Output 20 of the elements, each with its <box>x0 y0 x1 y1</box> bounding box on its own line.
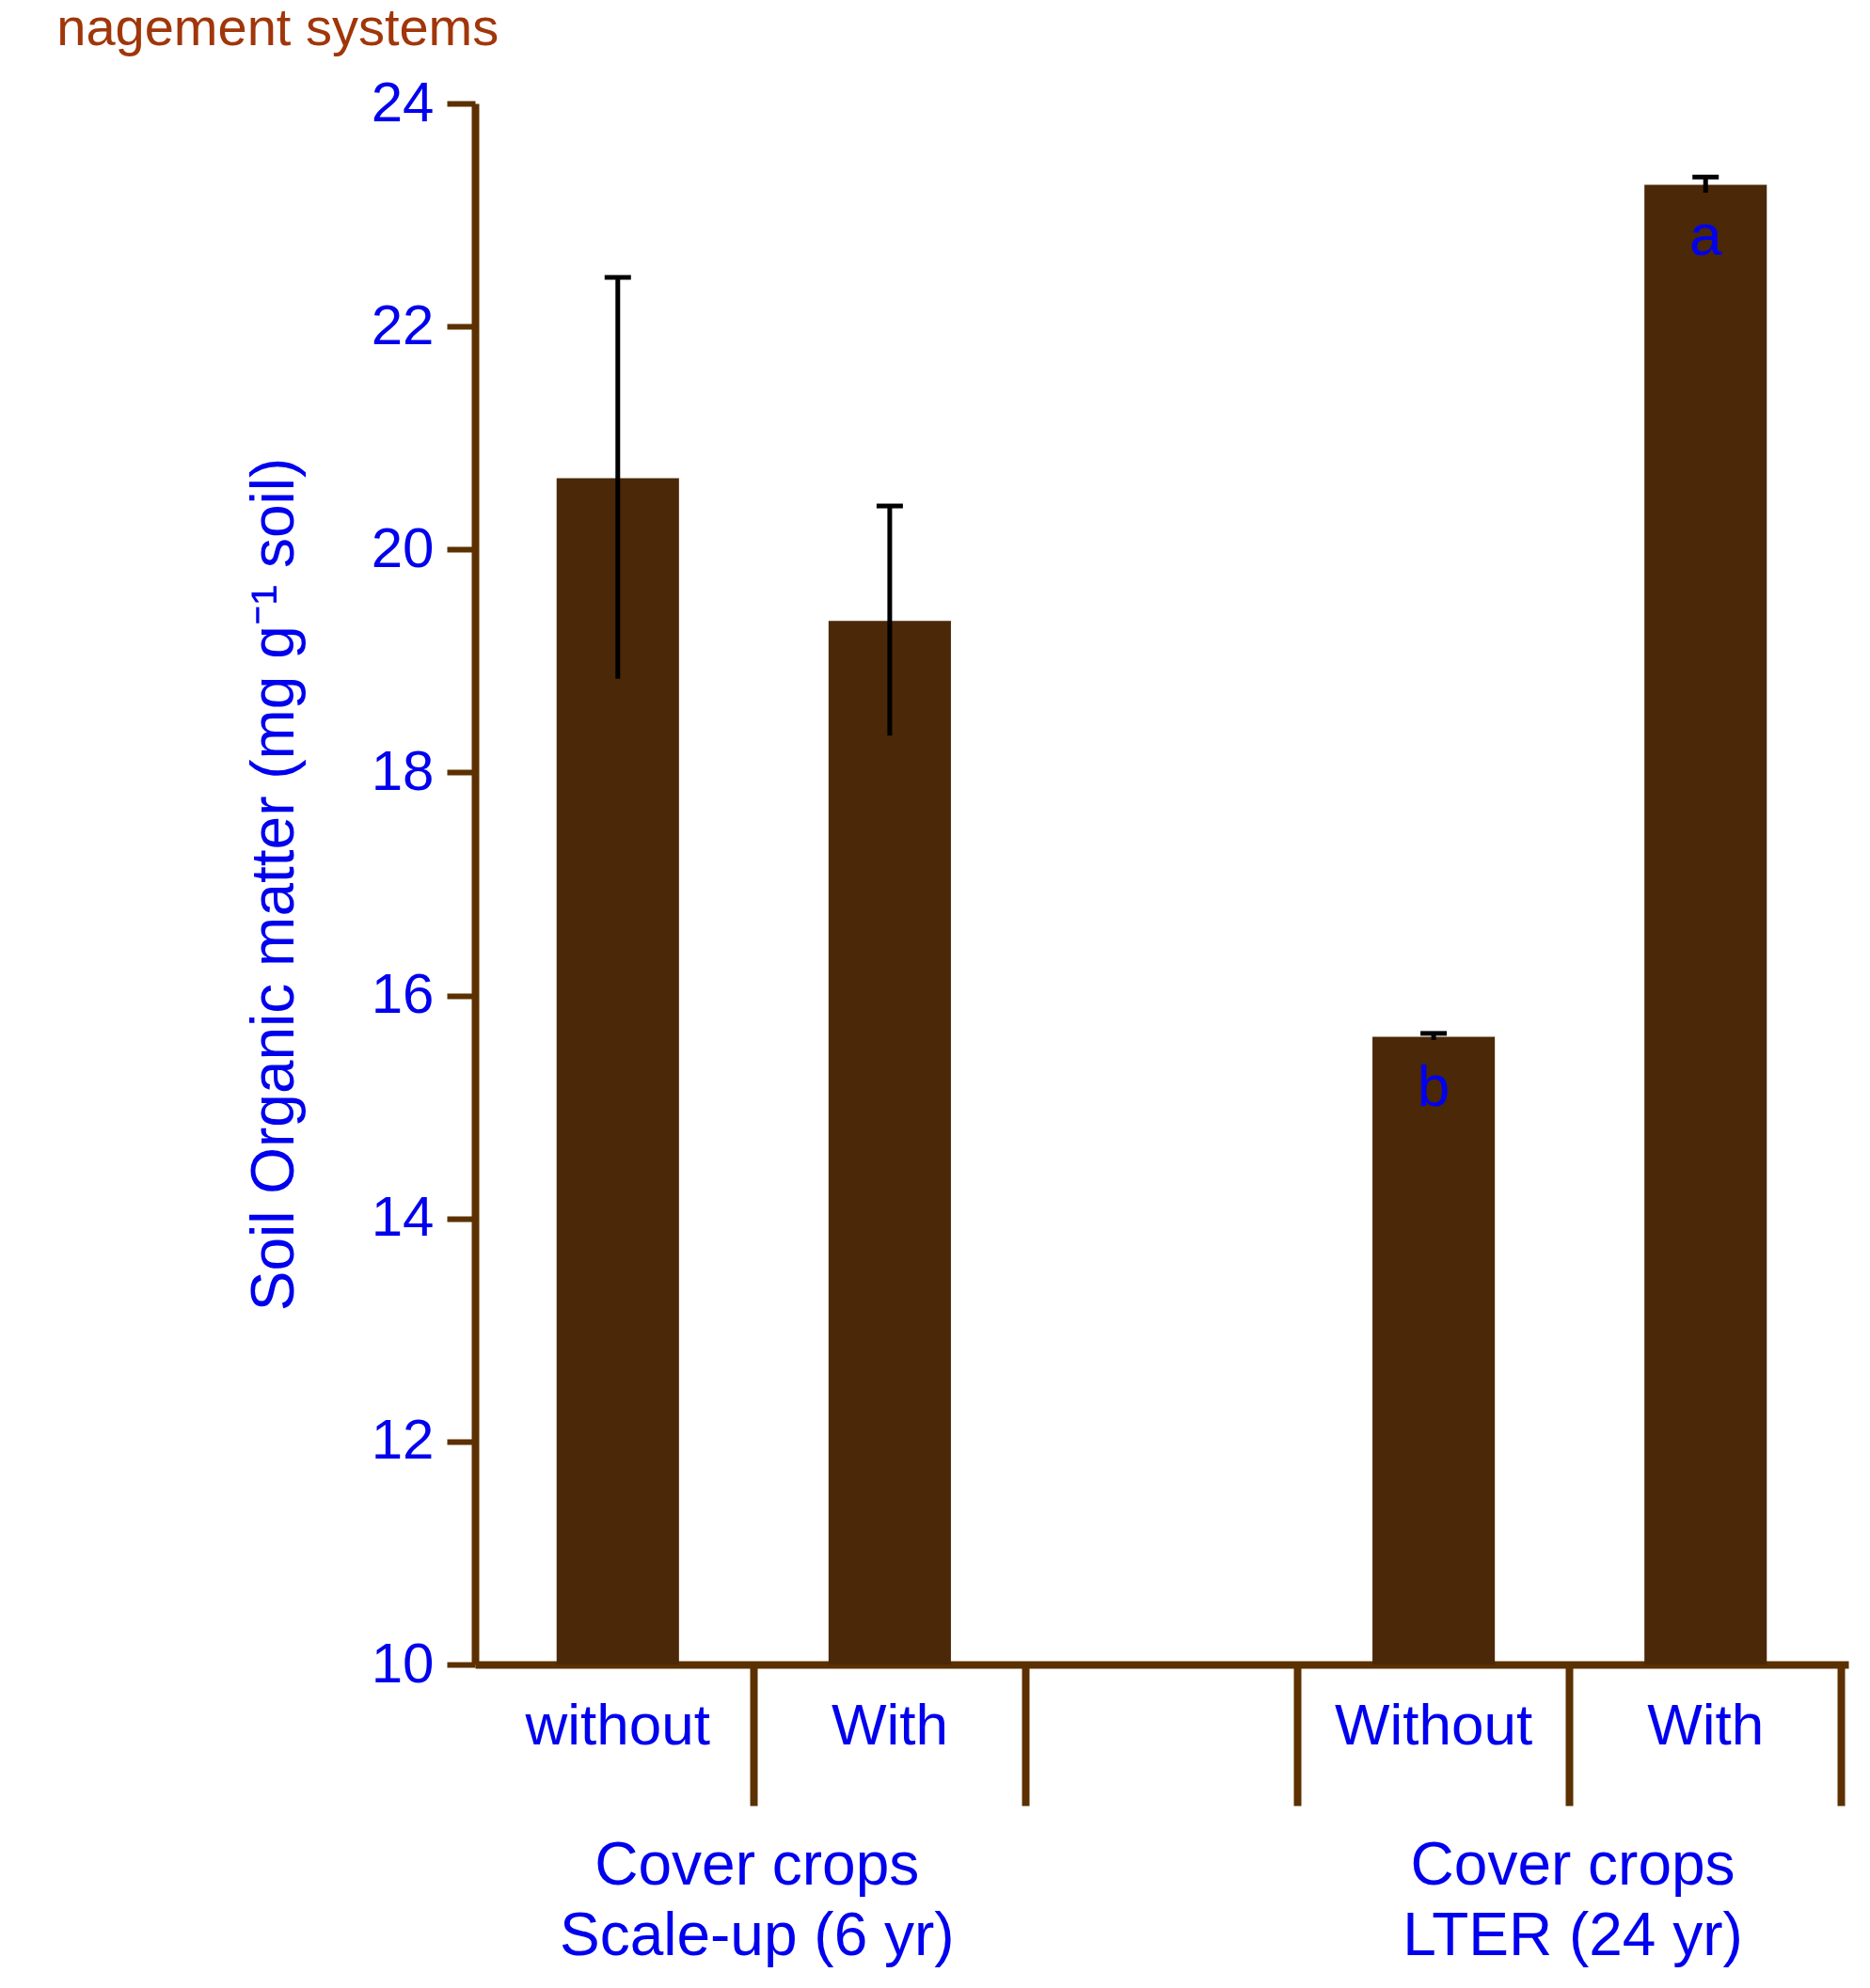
y-tick-label: 10 <box>371 1631 435 1695</box>
x-tick-label: With <box>831 1691 948 1757</box>
y-tick-label: 24 <box>371 70 435 134</box>
chart-title: nagement systems <box>56 0 499 56</box>
text: Cover crops <box>594 1830 920 1898</box>
x-tick-label: Without <box>1335 1691 1533 1757</box>
y-tick-label: 12 <box>371 1408 435 1472</box>
annotation: a <box>1688 201 1722 267</box>
text: Cover crops <box>1410 1830 1735 1898</box>
x-tick-label: without <box>524 1691 711 1757</box>
x-tick-label: With <box>1647 1691 1765 1757</box>
y-tick-label: 22 <box>371 292 435 356</box>
text: LTER (24 yr) <box>1402 1901 1743 1968</box>
text: Scale-up (6 yr) <box>559 1901 955 1968</box>
annotation: b <box>1417 1053 1450 1119</box>
y-tick-label: 16 <box>371 962 435 1026</box>
y-tick-label: 20 <box>371 515 435 579</box>
y-axis-title: Soil Organic matter (mg g⁻¹ soil) <box>238 457 307 1312</box>
y-tick-label: 18 <box>371 738 435 802</box>
y-tick-label: 14 <box>371 1185 435 1249</box>
